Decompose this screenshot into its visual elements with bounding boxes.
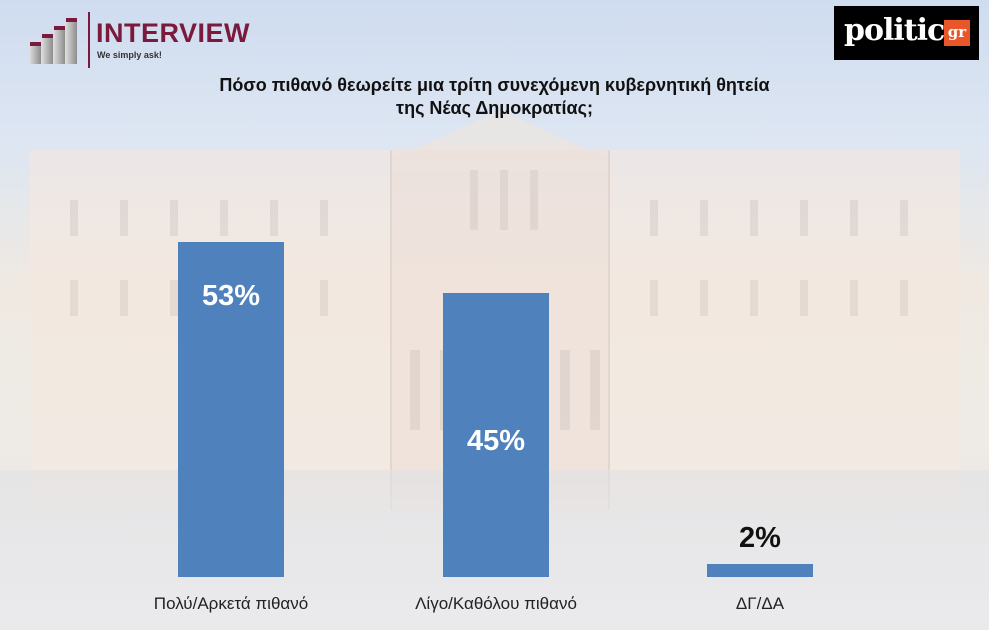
bar-value-label: 2% xyxy=(739,522,781,554)
interview-logo: INTERVIEW We simply ask! xyxy=(30,12,260,70)
bar-2 xyxy=(443,293,549,577)
bar-3 xyxy=(707,564,813,577)
category-label: Λίγο/Καθόλου πιθανό xyxy=(415,594,577,613)
category-label: ΔΓ/ΔΑ xyxy=(735,594,785,613)
politic-logo-text: politic xyxy=(844,13,945,48)
logo-divider xyxy=(88,12,90,68)
interview-tagline: We simply ask! xyxy=(97,50,162,60)
bar-1 xyxy=(178,242,284,577)
chart-title: Πόσο πιθανό θεωρείτε μια τρίτη συνεχόμεν… xyxy=(0,74,989,120)
interview-logo-text: INTERVIEW xyxy=(96,18,251,48)
bar-value-label: 53% xyxy=(201,280,261,312)
bar-chart-logo-icon xyxy=(30,14,85,64)
politic-gr-logo: politic gr xyxy=(834,6,979,60)
chart-title-line-1: Πόσο πιθανό θεωρείτε μια τρίτη συνεχόμεν… xyxy=(219,75,770,95)
bar-value-label: 45% xyxy=(466,425,526,457)
category-label: Πολύ/Αρκετά πιθανό xyxy=(153,594,309,613)
chart-title-line-2: της Νέας Δημοκρατίας; xyxy=(396,98,593,118)
politic-logo-gr-badge: gr xyxy=(944,20,970,46)
